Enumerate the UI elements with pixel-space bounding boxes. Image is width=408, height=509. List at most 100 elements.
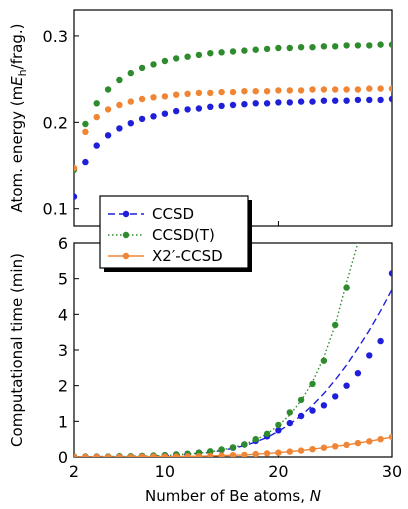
energy-data-point xyxy=(195,105,203,112)
time-data-point xyxy=(74,453,78,457)
time-x-axis-label: Number of Be atoms, N xyxy=(145,487,321,505)
time-data-point xyxy=(116,453,123,457)
time-data-point xyxy=(150,453,157,457)
time-data-point xyxy=(104,453,112,457)
time-data-point xyxy=(320,444,328,451)
energy-data-point xyxy=(366,96,373,104)
time-data-point xyxy=(263,450,271,457)
energy-data-point xyxy=(116,101,123,109)
energy-data-point xyxy=(320,86,328,93)
energy-data-point xyxy=(161,93,169,100)
energy-data-point xyxy=(116,125,123,132)
time-data-point xyxy=(332,443,339,450)
time-data-point xyxy=(241,441,248,448)
legend-label: CCSD(T) xyxy=(152,226,215,244)
time-data-point xyxy=(343,382,350,389)
energy-data-point xyxy=(377,85,384,92)
time-data-point xyxy=(207,448,214,455)
energy-data-point xyxy=(161,110,169,117)
energy-data-point xyxy=(252,100,259,107)
time-series-1 xyxy=(74,243,359,457)
energy-data-point xyxy=(150,61,157,68)
time-data-point xyxy=(286,409,293,416)
time-data-point xyxy=(354,370,362,377)
time-xtick-label: 20 xyxy=(268,462,288,481)
time-data-point xyxy=(241,451,248,457)
time-ytick-label: 2 xyxy=(58,377,68,396)
time-data-point xyxy=(252,436,259,443)
energy-data-point xyxy=(184,53,191,60)
time-data-point xyxy=(354,439,362,447)
energy-plot-frame xyxy=(73,9,393,227)
energy-data-point xyxy=(320,97,328,104)
time-data-point xyxy=(218,446,225,453)
energy-data-point xyxy=(173,91,180,98)
energy-data-point xyxy=(309,98,316,105)
time-data-point xyxy=(173,453,180,457)
time-ytick-label: 6 xyxy=(58,234,68,253)
energy-data-point xyxy=(104,86,112,93)
time-data-point xyxy=(388,270,392,277)
energy-data-point xyxy=(354,42,362,49)
energy-data-point xyxy=(116,76,123,84)
energy-data-point xyxy=(275,44,282,52)
time-data-point xyxy=(320,402,328,409)
energy-data-point xyxy=(74,193,78,200)
energy-data-point xyxy=(138,64,146,72)
energy-data-point xyxy=(218,102,225,110)
time-data-point xyxy=(309,380,316,388)
time-xtick-label: 30 xyxy=(382,462,402,481)
energy-data-point xyxy=(366,85,373,92)
time-data-point xyxy=(286,419,293,427)
energy-data-point xyxy=(161,57,169,65)
energy-ytick-label: 0.2 xyxy=(43,113,68,132)
time-series-0 xyxy=(74,270,392,457)
energy-data-point xyxy=(93,142,100,149)
energy-data-point xyxy=(207,50,214,57)
energy-data-point xyxy=(297,87,305,94)
energy-data-point xyxy=(82,158,89,166)
time-data-point xyxy=(229,452,237,457)
energy-data-point xyxy=(343,97,350,104)
energy-data-point xyxy=(173,55,180,62)
energy-data-point xyxy=(388,41,392,48)
time-data-point xyxy=(207,452,214,457)
time-data-point xyxy=(127,453,134,457)
energy-data-point xyxy=(218,88,225,96)
energy-data-point xyxy=(184,106,191,113)
time-panel: 0 1 2 3 4 5 6 2 10 20 30 Computational time (min) Nu… xyxy=(8,234,402,505)
energy-data-point xyxy=(332,43,339,50)
time-data-point xyxy=(297,412,305,420)
time-ytick-label: 3 xyxy=(58,341,68,360)
energy-data-point xyxy=(104,106,112,113)
energy-data-point xyxy=(286,99,293,106)
energy-ytick-label: 0.3 xyxy=(43,27,68,46)
energy-data-point xyxy=(82,128,89,135)
energy-data-point xyxy=(343,42,350,49)
time-ytick-label: 1 xyxy=(58,412,68,431)
energy-data-point xyxy=(377,96,384,104)
energy-data-point xyxy=(354,86,362,93)
time-data-point xyxy=(388,433,392,441)
energy-data-point xyxy=(263,88,271,95)
time-data-point xyxy=(275,421,282,429)
time-data-point xyxy=(297,396,305,404)
time-ytick-label: 5 xyxy=(58,270,68,289)
energy-data-point xyxy=(127,69,134,77)
energy-data-point xyxy=(297,98,305,105)
time-data-point xyxy=(377,436,384,443)
time-data-point xyxy=(366,352,373,359)
time-data-point xyxy=(263,430,271,437)
energy-data-point xyxy=(388,95,392,103)
time-y-axis-label: Computational time (min) xyxy=(8,253,26,447)
energy-data-point xyxy=(173,107,180,115)
energy-data-point xyxy=(275,87,282,94)
time-data-point xyxy=(184,453,191,457)
time-data-point xyxy=(343,284,350,291)
energy-data-point xyxy=(263,100,271,107)
energy-data-point xyxy=(286,44,293,52)
energy-data-point xyxy=(207,103,214,111)
energy-series-1 xyxy=(74,41,392,173)
energy-data-point xyxy=(93,100,100,107)
time-ytick-label: 4 xyxy=(58,305,68,324)
